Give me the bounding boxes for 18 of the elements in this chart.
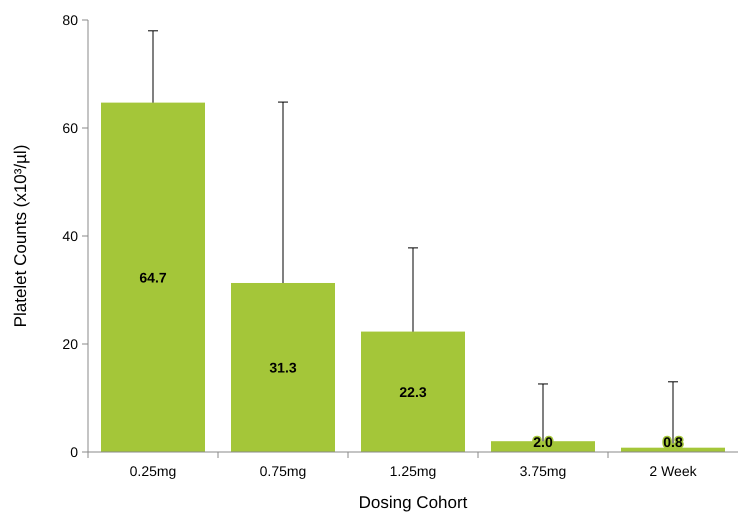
x-axis-title: Dosing Cohort bbox=[358, 493, 468, 512]
x-tick-label: 3.75mg bbox=[520, 463, 566, 479]
x-tick-label: 2 Week bbox=[649, 463, 698, 479]
bar bbox=[101, 102, 205, 452]
data-label: 31.3 bbox=[269, 359, 297, 376]
bar bbox=[231, 282, 335, 452]
data-label: 64.7 bbox=[139, 269, 167, 286]
data-label: 22.3 bbox=[399, 384, 427, 400]
x-tick-label: 1.25mg bbox=[390, 463, 436, 479]
x-tick-label: 0.25mg bbox=[130, 463, 176, 479]
y-axis-title: Platelet Counts (x10³/µl) bbox=[11, 144, 30, 328]
y-tick-label: 60 bbox=[62, 120, 78, 136]
y-tick-label: 20 bbox=[62, 336, 78, 352]
y-tick-label: 80 bbox=[62, 12, 78, 28]
y-tick-label: 40 bbox=[62, 228, 78, 244]
bar bbox=[361, 332, 465, 452]
y-tick-label: 0 bbox=[70, 444, 78, 460]
x-tick-label: 0.75mg bbox=[260, 463, 306, 479]
